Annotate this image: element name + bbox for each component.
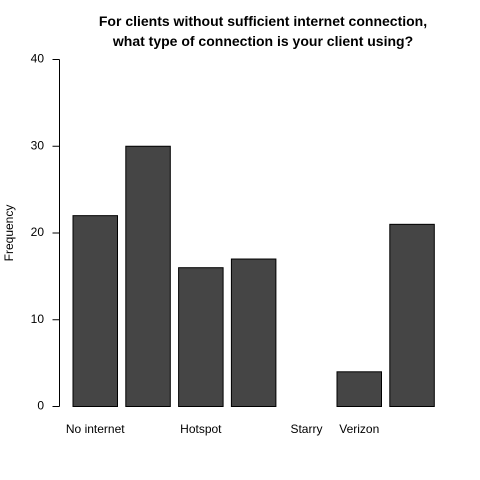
y-axis-label: Frequency <box>2 205 16 262</box>
y-tick-label: 0 <box>37 399 44 413</box>
chart-title-line-2: what type of connection is your client u… <box>112 33 413 49</box>
y-tick-label: 10 <box>31 312 45 326</box>
bar <box>178 267 224 408</box>
y-tick-label: 30 <box>31 138 45 152</box>
x-tick-label: Verizon <box>339 422 379 436</box>
x-axis-labels: No internet Hotspot Starry Verizon <box>66 422 379 436</box>
bars-group <box>72 145 435 408</box>
bar <box>389 223 435 407</box>
chart-title-line-1: For clients without sufficient internet … <box>99 13 427 29</box>
x-tick-label: Hotspot <box>180 422 222 436</box>
y-axis: 0 10 20 30 40 <box>31 52 60 413</box>
bar <box>336 371 382 407</box>
y-tick-label: 40 <box>31 52 45 66</box>
bar <box>125 145 171 407</box>
y-tick-label: 20 <box>31 225 45 239</box>
x-tick-label: No internet <box>66 422 125 436</box>
bar <box>230 258 277 407</box>
bar <box>72 215 118 407</box>
x-tick-label: Starry <box>290 422 322 436</box>
